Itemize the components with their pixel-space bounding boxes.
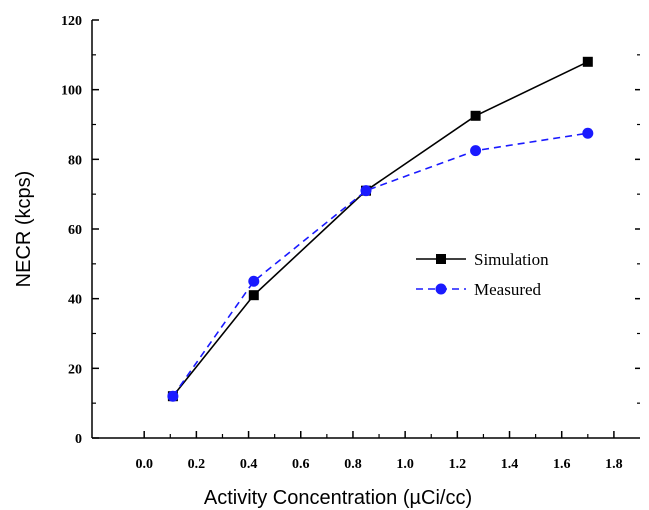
- legend-label-simulation: Simulation: [474, 250, 549, 269]
- legend-marker-simulation: [436, 254, 446, 264]
- point-simulation-4: [582, 56, 593, 67]
- point-measured-1: [248, 275, 260, 287]
- y-tick-label-5: 100: [61, 84, 82, 99]
- x-tick-label-4: 0.8: [344, 457, 362, 472]
- x-tick-label-2: 0.4: [240, 457, 258, 472]
- legend-item-measured: Measured: [416, 280, 542, 299]
- y-ticks: 0 20 40 60 80 100 120: [61, 14, 99, 447]
- legend: Simulation Measured: [416, 250, 549, 299]
- x-tick-label-0: 0.0: [135, 457, 153, 472]
- y-tick-label-2: 40: [68, 293, 82, 308]
- legend-label-measured: Measured: [474, 280, 542, 299]
- point-measured-4: [582, 127, 594, 139]
- y-tick-label-4: 80: [68, 153, 82, 168]
- series-layer: [167, 56, 594, 402]
- point-measured-3: [470, 145, 482, 157]
- x-tick-label-8: 1.6: [553, 457, 571, 472]
- x-axis-title: Activity Concentration (µCi/cc): [204, 487, 472, 509]
- x-tick-label-6: 1.2: [449, 457, 467, 472]
- x-tick-label-3: 0.6: [292, 457, 310, 472]
- x-tick-label-7: 1.4: [501, 457, 519, 472]
- y-tick-label-0: 0: [75, 432, 82, 447]
- y-tick-label-3: 60: [68, 223, 82, 238]
- legend-item-simulation: Simulation: [416, 250, 549, 269]
- x-tick-label-1: 0.2: [188, 457, 206, 472]
- point-measured-2: [360, 185, 372, 197]
- right-minor-ticks: [635, 54, 640, 404]
- point-measured-0: [167, 390, 179, 402]
- x-tick-label-5: 1.0: [396, 457, 414, 472]
- legend-marker-measured: [435, 283, 447, 295]
- y-axis-title: NECR (kcps): [13, 171, 35, 288]
- point-simulation-1: [248, 290, 259, 301]
- y-tick-label-1: 20: [68, 362, 82, 377]
- x-tick-label-9: 1.8: [605, 457, 623, 472]
- series-line-simulation: [172, 61, 589, 397]
- y-tick-label-6: 120: [61, 14, 82, 29]
- point-simulation-3: [470, 110, 481, 121]
- x-ticks: 0.0 0.2 0.4 0.6 0.8 1.0 1.2 1.4 1.6 1.8: [135, 431, 623, 472]
- plot-axes: [91, 20, 640, 439]
